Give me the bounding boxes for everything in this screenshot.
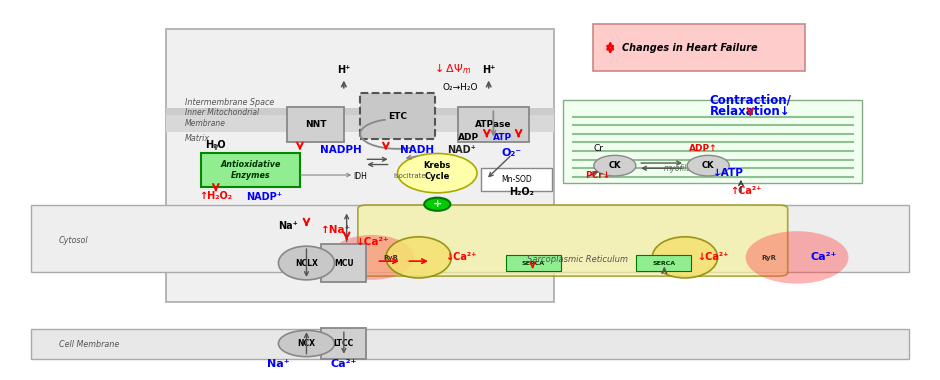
Ellipse shape xyxy=(330,235,414,280)
Text: myofilaments: myofilaments xyxy=(664,164,715,173)
FancyBboxPatch shape xyxy=(358,205,788,276)
Text: O₂→H₂O: O₂→H₂O xyxy=(443,82,478,92)
Text: Na⁺: Na⁺ xyxy=(267,359,290,369)
Bar xyxy=(563,100,863,182)
Bar xyxy=(166,115,554,132)
Text: CK: CK xyxy=(608,161,621,170)
Text: NNT: NNT xyxy=(306,120,326,129)
FancyBboxPatch shape xyxy=(166,29,554,302)
Bar xyxy=(31,205,909,272)
Text: SERCA: SERCA xyxy=(522,261,544,266)
FancyBboxPatch shape xyxy=(636,255,692,271)
Text: CK: CK xyxy=(702,161,714,170)
FancyBboxPatch shape xyxy=(321,244,367,282)
Text: Ca²⁺: Ca²⁺ xyxy=(331,359,357,369)
Ellipse shape xyxy=(594,155,635,176)
Text: RyR: RyR xyxy=(384,255,398,261)
Text: IDH: IDH xyxy=(352,172,367,180)
FancyBboxPatch shape xyxy=(201,153,300,187)
Ellipse shape xyxy=(398,154,477,193)
Text: RyR: RyR xyxy=(761,255,776,261)
Text: H₂O: H₂O xyxy=(206,140,227,150)
Text: Intermembrane Space: Intermembrane Space xyxy=(185,98,274,106)
Text: ↑Na⁺: ↑Na⁺ xyxy=(321,225,351,236)
Text: Changes in Heart Failure: Changes in Heart Failure xyxy=(622,43,758,53)
Text: ↓ATP: ↓ATP xyxy=(713,168,744,178)
Text: Ca²⁺: Ca²⁺ xyxy=(810,252,837,262)
Text: ↑Ca²⁺: ↑Ca²⁺ xyxy=(730,186,761,196)
FancyBboxPatch shape xyxy=(458,108,529,141)
Text: ETC: ETC xyxy=(388,112,407,121)
Text: ↓Ca²⁺: ↓Ca²⁺ xyxy=(445,252,477,262)
Text: Relaxation↓: Relaxation↓ xyxy=(710,105,791,118)
Ellipse shape xyxy=(386,237,451,278)
Text: H⁺: H⁺ xyxy=(337,65,351,75)
Text: LTCC: LTCC xyxy=(334,339,354,348)
Ellipse shape xyxy=(745,231,849,283)
Text: Matrix: Matrix xyxy=(185,134,211,143)
Text: H⁺: H⁺ xyxy=(482,65,495,75)
Bar xyxy=(166,108,554,115)
Bar xyxy=(31,329,909,358)
Text: MCU: MCU xyxy=(334,258,353,268)
Text: NADH: NADH xyxy=(400,144,434,155)
Text: Na⁺: Na⁺ xyxy=(278,220,298,231)
Text: NCLX: NCLX xyxy=(295,258,318,268)
Text: Contraction/: Contraction/ xyxy=(710,93,791,107)
Text: Mn-SOD: Mn-SOD xyxy=(501,175,532,184)
Text: NCX: NCX xyxy=(297,339,316,348)
Text: ↑H₂O₂: ↑H₂O₂ xyxy=(199,192,232,201)
Text: ↓Ca²⁺: ↓Ca²⁺ xyxy=(356,237,389,247)
FancyBboxPatch shape xyxy=(506,255,560,271)
FancyBboxPatch shape xyxy=(288,108,344,141)
Ellipse shape xyxy=(278,246,335,280)
Text: Inner Mitochondrial
Membrane: Inner Mitochondrial Membrane xyxy=(185,108,259,128)
Text: ATPase: ATPase xyxy=(475,120,511,129)
Text: ADP↑: ADP↑ xyxy=(689,144,718,153)
Text: ↓Ca²⁺: ↓Ca²⁺ xyxy=(697,252,728,262)
Ellipse shape xyxy=(687,155,729,176)
Text: PCr↓: PCr↓ xyxy=(586,171,611,179)
Text: Cr: Cr xyxy=(593,144,603,153)
Text: +: + xyxy=(432,199,442,209)
Text: SERCA: SERCA xyxy=(652,261,676,266)
Text: Cytosol: Cytosol xyxy=(59,236,88,245)
Text: Cell Membrane: Cell Membrane xyxy=(59,340,119,349)
FancyBboxPatch shape xyxy=(321,328,367,359)
Ellipse shape xyxy=(652,237,717,278)
Text: Antioxidative
Enzymes: Antioxidative Enzymes xyxy=(220,160,281,180)
Ellipse shape xyxy=(278,331,335,356)
Ellipse shape xyxy=(424,198,450,211)
Text: O₂⁻: O₂⁻ xyxy=(502,147,522,158)
Text: Sarcoplasmic Reticulum: Sarcoplasmic Reticulum xyxy=(527,255,628,264)
Text: NADPH: NADPH xyxy=(321,144,362,155)
Text: NADP⁺: NADP⁺ xyxy=(246,193,282,203)
Text: Isocitrate: Isocitrate xyxy=(393,173,426,179)
Text: ATP: ATP xyxy=(494,133,512,142)
Text: H₂O₂: H₂O₂ xyxy=(509,187,534,197)
Text: $\downarrow\Delta\Psi_m$: $\downarrow\Delta\Psi_m$ xyxy=(431,61,471,76)
Text: NAD⁺: NAD⁺ xyxy=(446,144,476,155)
Text: Krebs
Cycle: Krebs Cycle xyxy=(424,161,451,181)
FancyBboxPatch shape xyxy=(481,168,552,191)
FancyBboxPatch shape xyxy=(593,24,805,71)
FancyBboxPatch shape xyxy=(360,93,435,139)
Text: ADP: ADP xyxy=(458,133,479,142)
